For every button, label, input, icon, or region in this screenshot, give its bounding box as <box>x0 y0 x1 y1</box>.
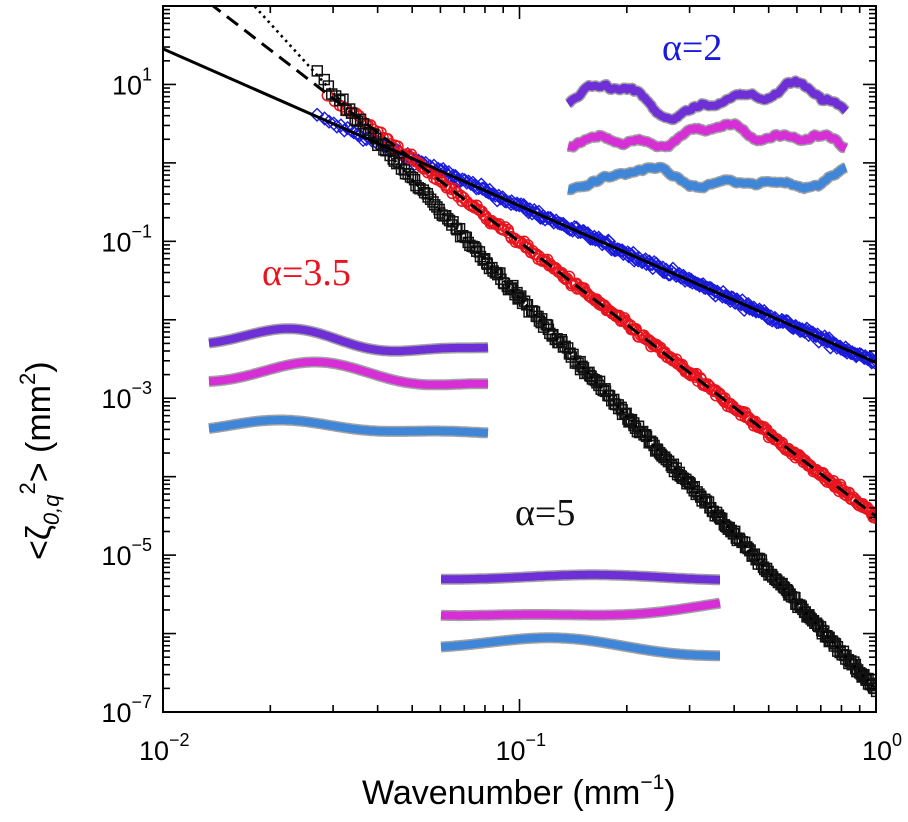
data-point <box>447 216 459 228</box>
data-point <box>451 223 463 236</box>
data-point <box>443 181 456 194</box>
y-axis-title-close: ) <box>20 361 58 372</box>
data-point <box>870 685 876 698</box>
data-point <box>712 509 725 521</box>
profile-line <box>206 416 491 437</box>
label-alpha-2: α=2 <box>662 27 722 69</box>
inset-alpha-2 <box>564 75 850 196</box>
data-point <box>477 254 489 266</box>
profile-line <box>565 76 849 124</box>
profile-line <box>438 599 723 620</box>
data-point <box>524 206 540 221</box>
y-axis-title-sub: 0,q <box>39 494 64 525</box>
data-point <box>474 250 487 263</box>
data-point <box>700 495 713 507</box>
inset-alpha-3-5 <box>205 323 492 439</box>
data-point <box>406 171 419 184</box>
data-point <box>711 510 724 522</box>
data-point <box>321 89 334 102</box>
data-point <box>527 202 542 218</box>
data-point <box>345 107 358 119</box>
label-alpha-3-5: α=3.5 <box>262 252 351 294</box>
profile-line <box>438 570 723 584</box>
data-point <box>601 234 617 249</box>
data-point <box>684 478 696 490</box>
y-tick-label: 10−5 <box>101 535 152 571</box>
fit-line-solid <box>163 47 876 365</box>
data-point <box>683 272 699 287</box>
x-axis-title-close: ) <box>664 774 675 812</box>
y-axis-title-sup: 2 <box>15 482 40 494</box>
x-axis-title: Wavenumber (mm−1) <box>362 771 676 812</box>
profile-line <box>206 358 491 389</box>
y-tick-label: 10−1 <box>101 221 152 257</box>
x-tick-label: 10−1 <box>496 730 547 766</box>
data-point <box>336 100 349 113</box>
data-point <box>683 368 696 381</box>
data-point <box>309 107 325 122</box>
x-tick-label: 100 <box>862 730 902 766</box>
data-point <box>856 671 868 683</box>
label-alpha-5: α=5 <box>515 492 575 534</box>
fit-lines <box>163 6 876 691</box>
plot-frame <box>162 5 877 713</box>
fit-line-dashed <box>210 6 876 518</box>
data-point <box>533 315 546 327</box>
y-axis-title-rest: > (mm <box>20 385 58 482</box>
data-point <box>343 103 356 115</box>
y-axis-title-lt: <ζ <box>20 525 58 560</box>
profile-line <box>438 633 723 660</box>
data-point <box>464 239 476 252</box>
data-point <box>340 120 355 136</box>
data-point <box>567 220 582 235</box>
y-axis-title-unit-sup: 2 <box>15 373 40 385</box>
data-point <box>333 118 349 133</box>
tick-labels: 10−2 10−1 100 101 10−1 10−3 10−5 10−7 <box>101 64 902 766</box>
x-tick-label: 10−2 <box>139 730 190 766</box>
profile-line <box>206 324 491 356</box>
x-axis-title-sup: −1 <box>640 771 664 794</box>
profile-line <box>565 119 849 152</box>
y-tick-label: 10−7 <box>101 692 152 728</box>
data-point <box>866 679 876 692</box>
surface-profile-insets <box>205 75 850 662</box>
data-point <box>398 164 411 176</box>
data-point <box>817 329 832 344</box>
data-point <box>625 413 638 426</box>
profile-line <box>565 163 849 194</box>
inset-alpha-5 <box>437 569 724 662</box>
y-axis-title: <ζ0,q2> (mm2) <box>15 361 64 560</box>
data-point <box>322 80 335 92</box>
x-axis-title-text: Wavenumber (mm <box>362 774 640 812</box>
y-tick-label: 10−3 <box>101 378 152 414</box>
axis-ticks <box>162 6 876 713</box>
y-tick-label: 101 <box>112 64 152 100</box>
